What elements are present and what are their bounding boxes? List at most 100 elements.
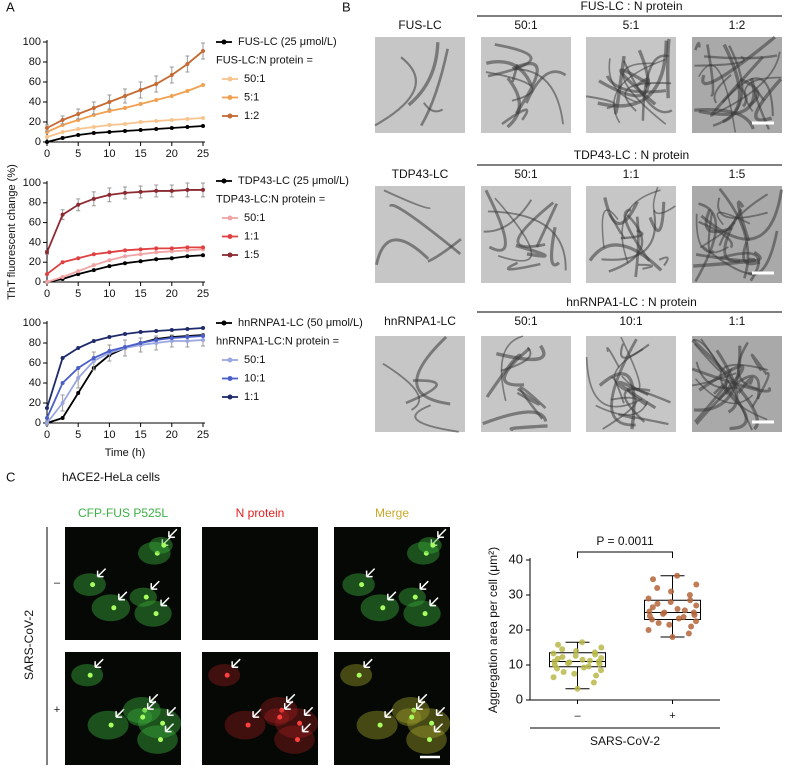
data-point [687,597,694,604]
cell [264,708,290,726]
arrow [433,723,444,733]
fibril [606,347,620,368]
data-point [646,608,653,615]
data-point [45,250,49,255]
legend-label: 50:1 [244,354,265,366]
x-tick-label: + [669,710,675,722]
legend-label: 1:2 [244,110,259,122]
data-point [201,334,205,338]
data-point [76,256,81,261]
data-point [201,338,205,342]
data-point [91,196,96,201]
fibril [588,243,663,272]
fibril [718,187,750,279]
legend-label: 1:5 [244,249,259,261]
cell [224,710,266,740]
data-point [686,592,693,598]
legend-label: 1:1 [244,230,259,242]
data-point [60,275,65,280]
fibril [415,335,451,406]
arrow [150,580,160,590]
cell [403,600,441,627]
cell [91,594,131,622]
micrograph [202,527,318,640]
puncta [154,550,160,556]
fibril [614,55,626,115]
data-point [60,401,65,405]
data-point [169,73,174,77]
fibril [506,77,522,129]
y-tick-label: 100 [23,317,41,329]
data-point [693,581,700,588]
data-point [169,126,174,130]
micrograph [65,652,181,765]
data-point [76,272,81,277]
data-point [123,122,127,126]
annotation: P = 0.0011 [596,534,654,548]
data-point [201,124,205,128]
micrograph [481,37,571,133]
data-point [107,123,112,127]
data-point [91,252,96,257]
data-point [688,623,695,630]
cell [406,725,447,754]
data-point [185,248,190,253]
puncta [245,722,251,728]
data-point [76,391,81,395]
fibril [603,197,639,226]
fibril [623,387,651,423]
condition-value: – [54,577,61,589]
data-point [107,192,112,197]
data-point [185,327,190,331]
cell [138,541,171,565]
legend-swatch [221,320,227,326]
cell [127,708,153,726]
data-point [585,663,592,670]
data-point [693,618,700,625]
fibril [483,199,533,233]
data-point [123,345,127,349]
arrow [283,700,294,710]
data-point [45,406,49,410]
puncta [422,611,428,617]
fibril [722,384,748,431]
data-point [107,335,112,339]
legend-swatch [227,376,233,381]
y-tick-label: 30 [509,586,523,601]
arrow [363,658,373,668]
arrow [415,700,426,710]
data-point [123,190,127,195]
data-point [185,335,190,339]
legend-title: TDP43-LC:N protein = [216,193,325,205]
data-point [107,264,112,269]
data-point [593,672,600,679]
fibril [666,38,671,99]
y-tick-label: 100 [23,177,41,189]
data-point [60,212,65,217]
data-point [674,572,681,579]
channel-label: CFP-FUS P525L [78,506,168,520]
fibril [501,108,529,126]
data-point [45,140,49,144]
data-point [201,116,205,120]
fibril [515,243,547,258]
puncta [429,720,435,726]
data-point [91,356,96,360]
arrow [94,658,104,668]
fibril [695,374,761,425]
column-label: 50:1 [514,314,538,328]
cell [356,710,398,740]
data-point [169,94,174,98]
puncta [412,594,418,600]
y-tick-label: 20 [29,397,41,409]
data-point [668,588,675,595]
x-tick-label: 20 [166,288,178,300]
data-point [169,188,174,193]
data-point [680,614,687,621]
fibril [601,209,619,249]
fibril [754,77,783,122]
data-point [201,187,205,192]
puncta [356,672,362,678]
fibril [635,77,650,88]
data-point [681,607,688,614]
